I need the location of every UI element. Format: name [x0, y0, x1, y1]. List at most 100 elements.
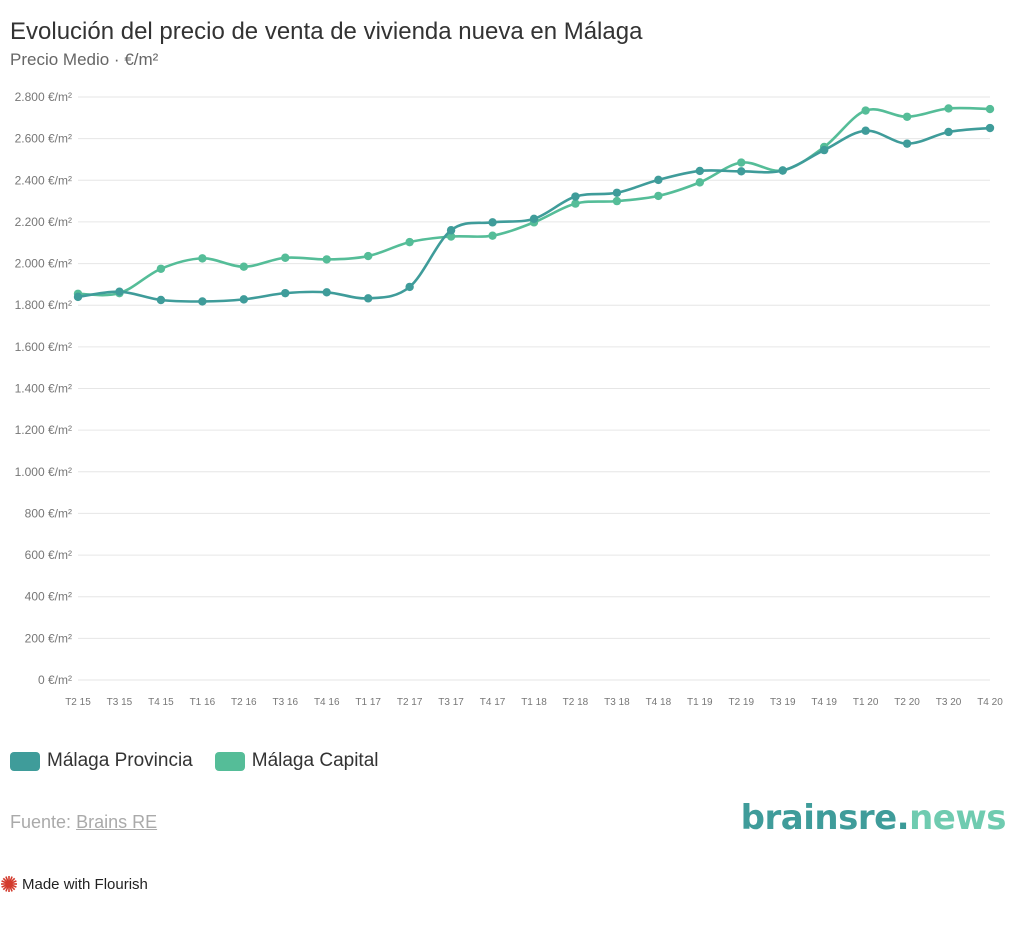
flourish-burst-icon [1, 876, 17, 892]
data-point-provincia[interactable] [198, 297, 207, 306]
x-tick-label: T4 20 [977, 697, 1003, 708]
made-with-flourish-text: Made with Flourish [22, 875, 148, 893]
legend-label-capital: Málaga Capital [251, 750, 379, 771]
data-point-provincia[interactable] [115, 287, 124, 296]
x-tick-label: T1 16 [190, 697, 216, 708]
data-point-provincia[interactable] [612, 188, 622, 197]
x-tick-label: T1 19 [687, 697, 713, 708]
data-point-provincia[interactable] [239, 295, 249, 304]
series-lines [73, 104, 995, 306]
y-tick-label: 600 €/m² [25, 548, 72, 562]
source-link[interactable]: Brains RE [76, 812, 158, 832]
data-point-capital[interactable] [612, 196, 622, 206]
line-chart: 0 €/m² 200 €/m² 400 €/m² 600 €/m² 800 €/m² 1.… [15, 90, 1004, 708]
x-tick-label: T2 17 [397, 697, 423, 708]
x-tick-label: T4 16 [314, 697, 340, 708]
data-point-provincia[interactable] [363, 294, 373, 303]
x-tick-label: T3 16 [272, 697, 298, 708]
data-point-provincia[interactable] [695, 166, 705, 176]
y-tick-label: 200 €/m² [25, 631, 72, 645]
data-point-capital[interactable] [488, 231, 497, 240]
data-point-provincia[interactable] [156, 295, 166, 305]
grid-lines [78, 96, 990, 681]
data-point-provincia[interactable] [322, 288, 331, 297]
data-point-provincia[interactable] [778, 166, 787, 175]
data-point-capital[interactable] [156, 264, 166, 273]
y-tick-label: 2.200 €/m² [15, 215, 72, 229]
data-point-provincia[interactable] [405, 282, 414, 292]
chart-title: Evolución del precio de venta de viviend… [10, 18, 643, 45]
source-note: Fuente: Brains RE [10, 812, 157, 833]
legend-item-capital[interactable]: Málaga Capital [214, 750, 379, 772]
data-point-capital[interactable] [902, 112, 912, 121]
x-tick-label: T4 15 [148, 697, 174, 708]
data-point-capital[interactable] [737, 158, 746, 167]
y-tick-label: 2.400 €/m² [15, 173, 72, 187]
data-point-capital[interactable] [239, 262, 249, 271]
y-tick-label: 2.600 €/m² [15, 132, 72, 146]
y-axis-labels: 0 €/m² 200 €/m² 400 €/m² 600 €/m² 800 €/m² 1.… [15, 90, 72, 687]
brainsre-logo: brainsre.news [740, 798, 1007, 838]
x-tick-label: T3 15 [107, 697, 133, 708]
legend-swatch-capital [214, 751, 245, 771]
data-point-provincia[interactable] [654, 175, 663, 185]
logo-tld-text: news [909, 798, 1006, 838]
data-point-provincia[interactable] [902, 139, 912, 148]
logo-dot: . [896, 798, 910, 838]
data-point-capital[interactable] [695, 178, 705, 187]
data-point-provincia[interactable] [861, 126, 870, 135]
data-point-provincia[interactable] [73, 292, 83, 302]
data-point-provincia[interactable] [571, 192, 580, 201]
data-point-provincia[interactable] [446, 226, 456, 235]
logo-main-text: brainsre [740, 798, 897, 838]
x-tick-label: T2 15 [65, 697, 91, 708]
data-point-capital[interactable] [861, 106, 870, 115]
y-tick-label: 1.600 €/m² [15, 340, 72, 354]
x-tick-label: T1 17 [355, 697, 381, 708]
x-tick-label: T4 18 [646, 697, 672, 708]
data-point-provincia[interactable] [737, 167, 746, 176]
x-tick-label: T2 18 [563, 697, 589, 708]
y-tick-label: 1.800 €/m² [15, 298, 72, 312]
y-tick-label: 400 €/m² [25, 590, 72, 604]
data-point-capital[interactable] [405, 237, 414, 247]
legend-item-provincia[interactable]: Málaga Provincia [10, 750, 193, 772]
flourish-credit[interactable]: Made with Flourish [0, 875, 148, 893]
data-point-provincia[interactable] [529, 214, 539, 224]
data-point-capital[interactable] [985, 104, 995, 114]
data-point-capital[interactable] [654, 191, 663, 201]
y-tick-label: 1.400 €/m² [15, 382, 72, 396]
data-point-capital[interactable] [281, 253, 290, 262]
x-tick-label: T4 19 [811, 697, 837, 708]
x-tick-label: T3 18 [604, 697, 630, 708]
legend-swatch-provincia [10, 751, 40, 771]
legend: Málaga Provincia Málaga Capital [10, 750, 401, 772]
y-tick-label: 1.000 €/m² [15, 465, 72, 479]
data-point-provincia[interactable] [281, 288, 290, 298]
y-tick-label: 800 €/m² [25, 506, 72, 520]
source-label: Fuente: [10, 812, 72, 832]
data-point-provincia[interactable] [819, 145, 829, 155]
x-tick-label: T4 17 [480, 697, 506, 708]
data-point-provincia[interactable] [944, 127, 953, 137]
y-tick-label: 2.800 €/m² [15, 90, 72, 104]
y-tick-label: 2.000 €/m² [15, 257, 72, 271]
x-tick-label: T3 19 [770, 697, 796, 708]
x-tick-label: T3 17 [438, 697, 464, 708]
data-point-provincia[interactable] [985, 123, 995, 133]
x-tick-label: T1 20 [853, 697, 879, 708]
series-line-capital [77, 106, 991, 297]
data-point-capital[interactable] [571, 199, 580, 208]
x-tick-label: T3 20 [936, 697, 962, 708]
data-point-provincia[interactable] [488, 218, 497, 227]
data-point-capital[interactable] [944, 104, 953, 113]
data-point-capital[interactable] [198, 254, 207, 263]
data-point-capital[interactable] [322, 255, 331, 264]
data-point-capital[interactable] [446, 232, 456, 241]
x-tick-label: T2 19 [728, 697, 754, 708]
x-tick-label: T2 16 [231, 697, 257, 708]
y-tick-label: 0 €/m² [38, 673, 72, 687]
data-point-capital[interactable] [363, 251, 373, 261]
x-tick-label: T2 20 [894, 697, 920, 708]
legend-label-provincia: Málaga Provincia [47, 750, 193, 771]
